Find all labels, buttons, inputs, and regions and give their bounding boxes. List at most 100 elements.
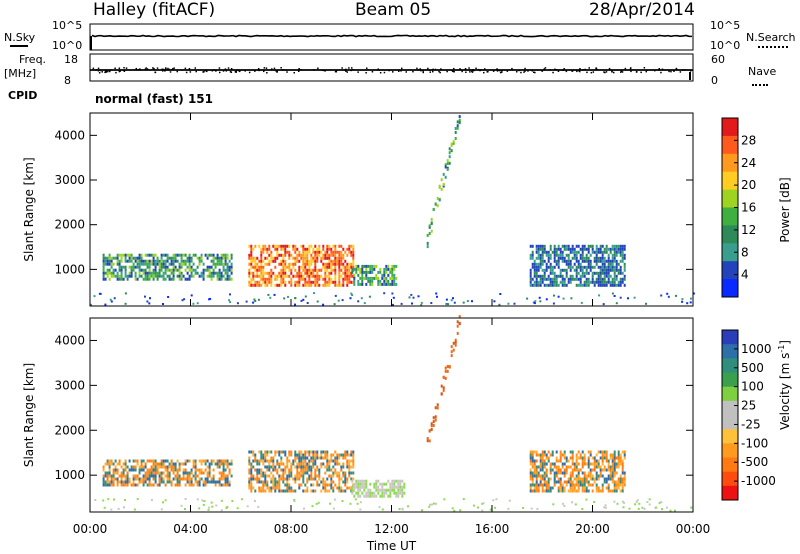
data-cell	[545, 486, 548, 490]
data-cell	[545, 456, 548, 460]
data-cell	[248, 262, 251, 266]
data-cell	[208, 480, 211, 484]
data-cell	[613, 474, 616, 478]
data-cell	[623, 456, 626, 460]
data-cell	[452, 348, 455, 352]
data-cell	[369, 267, 372, 271]
data-cell	[456, 324, 459, 328]
data-cell	[186, 477, 189, 481]
data-cell	[290, 468, 293, 472]
data-cell	[149, 297, 151, 300]
data-cell	[577, 474, 580, 478]
data-cell	[324, 453, 327, 457]
data-cell	[583, 489, 586, 493]
data-cell	[226, 480, 229, 484]
data-cell	[617, 271, 620, 275]
data-cell	[385, 267, 388, 271]
data-cell	[330, 483, 333, 487]
data-cell	[324, 483, 327, 487]
data-cell	[226, 256, 229, 260]
data-cell	[218, 480, 221, 484]
data-cell	[393, 485, 396, 489]
data-cell	[330, 250, 333, 254]
data-cell	[260, 489, 263, 493]
data-cell	[537, 262, 540, 266]
data-cell	[210, 253, 213, 257]
data-cell	[635, 500, 638, 503]
data-cell	[613, 268, 616, 272]
data-cell	[379, 488, 382, 492]
data-cell	[152, 462, 155, 466]
velocity-colorbar-swatch	[722, 330, 738, 345]
power-colorbar-tick-label: 20	[741, 178, 756, 192]
data-cell	[619, 474, 622, 478]
data-cell	[350, 465, 353, 469]
data-cell	[216, 256, 219, 260]
data-cell	[106, 268, 109, 272]
data-cell	[260, 456, 263, 460]
data-cell	[216, 259, 219, 263]
data-cell	[609, 250, 612, 254]
data-cell	[537, 465, 540, 469]
data-cell	[200, 471, 203, 475]
data-cell	[278, 474, 281, 478]
nave-point	[398, 70, 400, 72]
nave-label: Nave	[748, 65, 777, 78]
data-cell	[563, 489, 566, 493]
data-cell	[270, 456, 273, 460]
data-cell	[196, 483, 199, 487]
data-cell	[389, 491, 392, 495]
data-cell	[306, 280, 309, 284]
data-cell	[430, 217, 433, 221]
data-cell	[224, 477, 227, 481]
data-cell	[443, 498, 446, 501]
data-cell	[272, 480, 275, 484]
data-cell	[304, 283, 307, 287]
data-cell	[252, 486, 255, 490]
data-cell	[543, 465, 546, 469]
data-cell	[254, 477, 257, 481]
data-cell	[328, 483, 331, 487]
data-cell	[140, 462, 143, 466]
data-cell	[138, 465, 141, 469]
data-cell	[192, 462, 195, 466]
data-cell	[674, 509, 676, 512]
data-cell	[367, 494, 370, 498]
data-cell	[565, 259, 568, 263]
data-cell	[346, 459, 349, 463]
data-cell	[304, 265, 307, 269]
data-cell	[611, 459, 614, 463]
data-cell	[254, 274, 257, 278]
data-cell	[174, 265, 177, 269]
nave-point	[629, 67, 632, 70]
data-cell	[551, 268, 554, 272]
data-cell	[617, 268, 620, 272]
data-cell	[611, 265, 614, 269]
data-cell	[389, 267, 392, 271]
data-cell	[116, 259, 119, 263]
data-cell	[561, 277, 564, 281]
data-cell	[210, 277, 213, 281]
data-cell	[276, 247, 279, 251]
data-cell	[272, 459, 275, 463]
data-cell	[132, 480, 135, 484]
data-cell	[334, 294, 337, 297]
x-tick-label: 20:00	[575, 522, 610, 536]
data-cell	[262, 459, 265, 463]
data-cell	[248, 483, 251, 487]
data-cell	[444, 366, 447, 370]
data-cell	[158, 274, 161, 278]
data-cell	[357, 482, 360, 486]
data-cell	[575, 483, 578, 487]
data-cell	[254, 300, 257, 302]
data-cell	[298, 483, 301, 487]
data-cell	[533, 259, 536, 263]
data-cell	[318, 456, 321, 460]
data-cell	[288, 250, 291, 254]
data-cell	[274, 274, 277, 278]
nave-point	[658, 69, 660, 71]
data-cell	[258, 486, 261, 490]
data-cell	[260, 259, 263, 263]
data-cell	[270, 465, 273, 469]
data-cell	[318, 250, 321, 254]
